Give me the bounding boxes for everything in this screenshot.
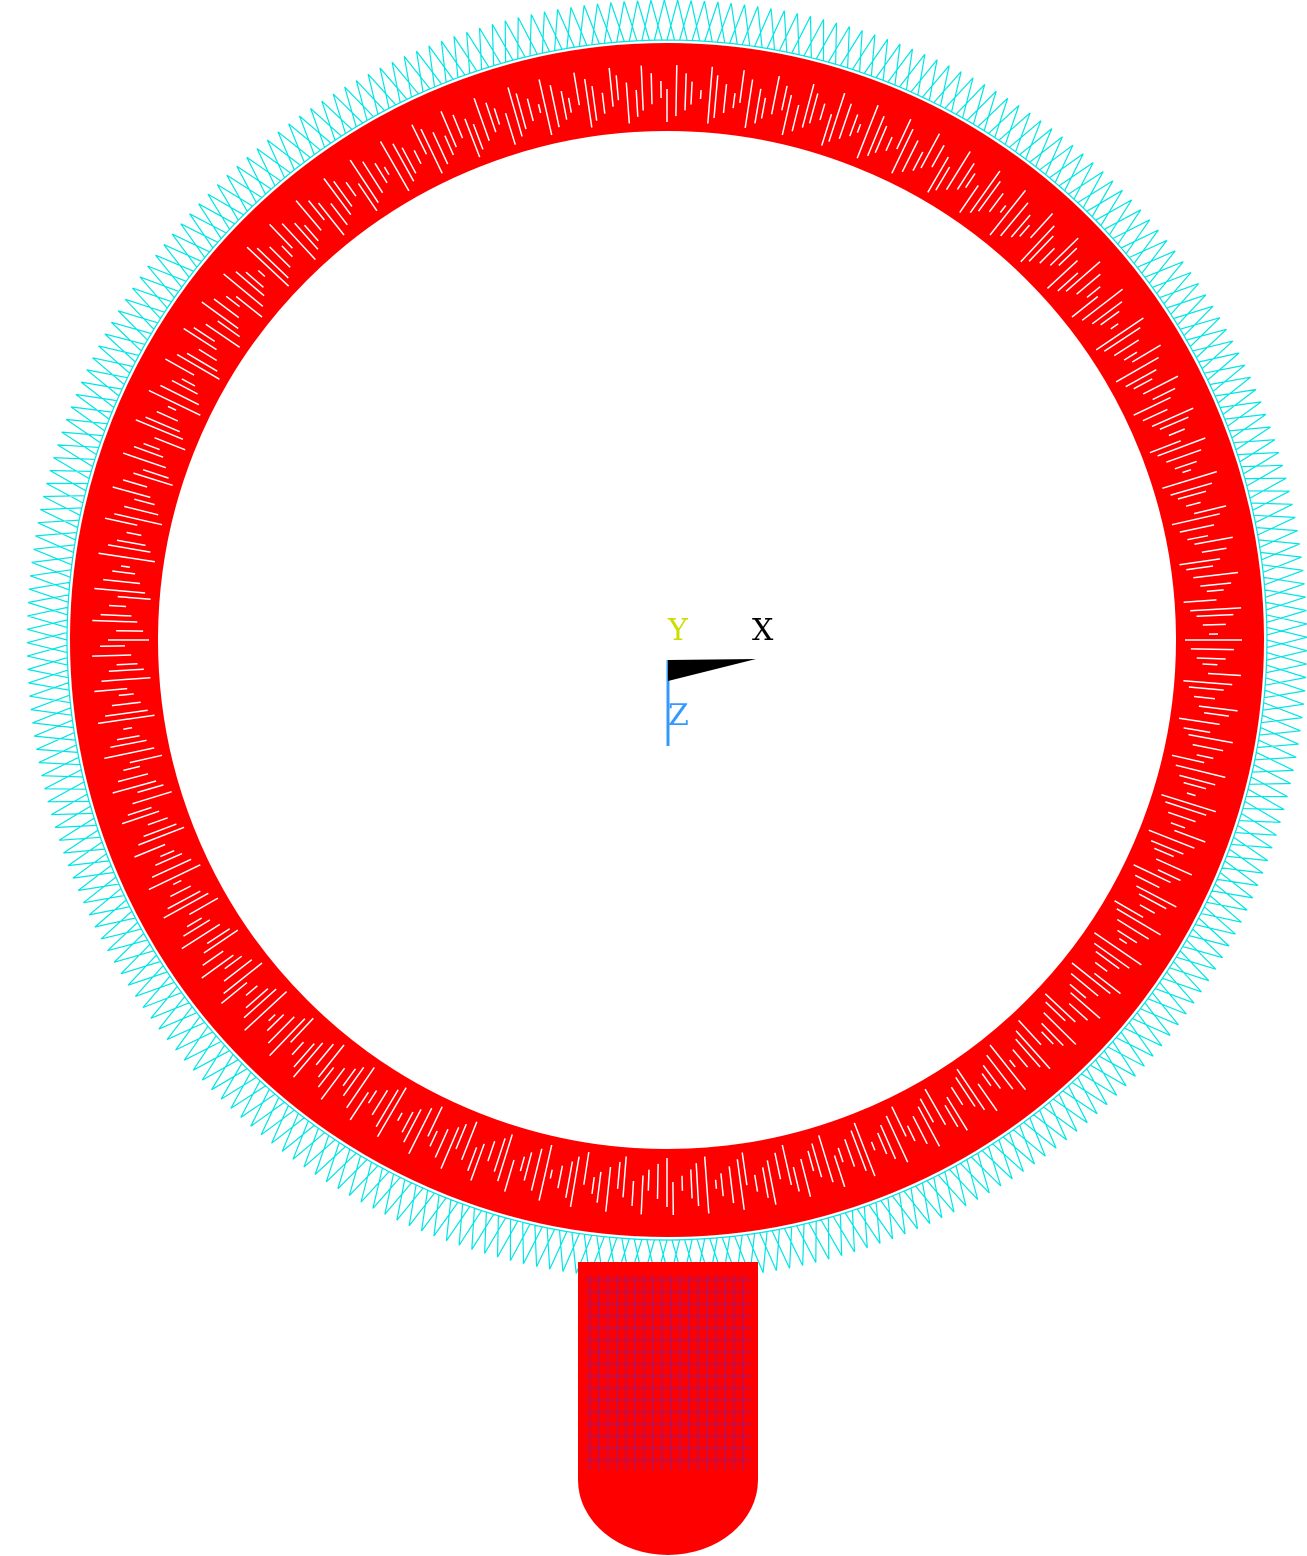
z-axis-label: Z xyxy=(668,698,689,733)
page: {"axes": {"y": "Y", "x": "X", "z": "Z"}}… xyxy=(0,0,1307,1556)
y-axis-label: Y xyxy=(667,613,689,648)
model-view: Y X Z xyxy=(0,0,1307,1556)
x-axis-label: X xyxy=(752,613,774,648)
stem-mesh xyxy=(578,1262,758,1555)
